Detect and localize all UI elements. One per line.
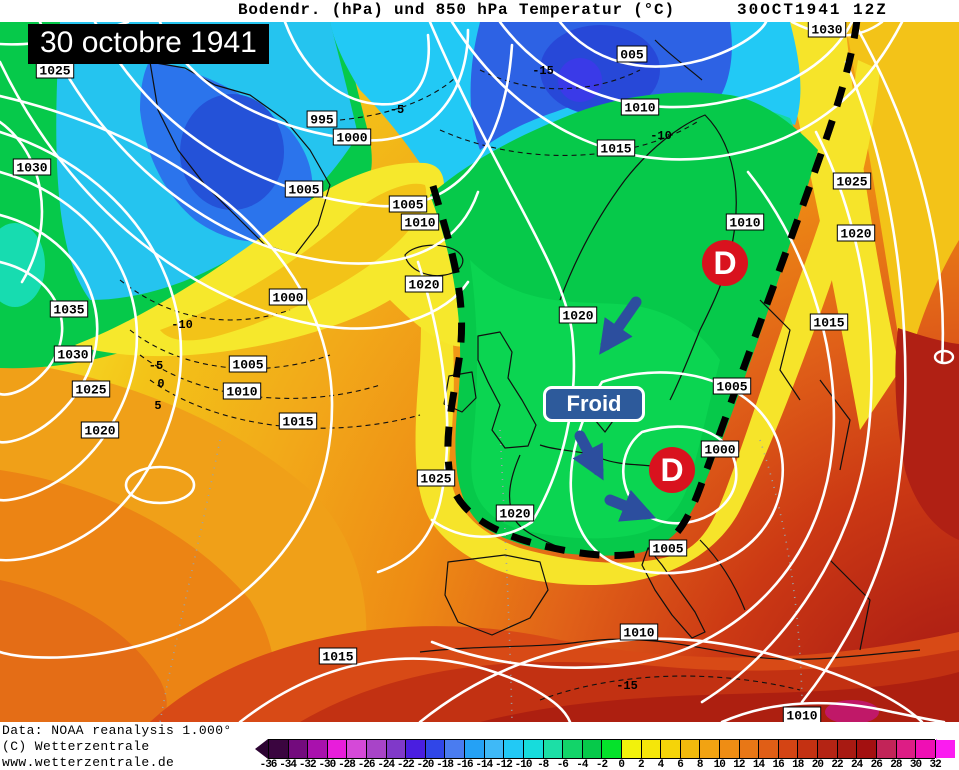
map-datetime: 30OCT1941 12Z <box>737 1 888 19</box>
svg-text:1015: 1015 <box>322 650 353 665</box>
colorbar-right-arrow-icon <box>936 739 950 759</box>
low-pressure-marker-1: D <box>702 240 748 286</box>
svg-text:1010: 1010 <box>624 101 655 116</box>
svg-text:1020: 1020 <box>84 424 115 439</box>
svg-text:1035: 1035 <box>53 303 84 318</box>
svg-text:1010: 1010 <box>226 385 257 400</box>
svg-text:1005: 1005 <box>392 198 423 213</box>
svg-text:-10: -10 <box>650 129 672 143</box>
svg-text:-15: -15 <box>616 679 638 693</box>
svg-text:-5: -5 <box>390 103 404 117</box>
svg-text:1020: 1020 <box>562 309 593 324</box>
svg-text:5: 5 <box>154 399 161 413</box>
svg-text:1005: 1005 <box>716 380 747 395</box>
svg-text:-5: -5 <box>149 359 163 373</box>
svg-text:1005: 1005 <box>652 542 683 557</box>
svg-text:1005: 1005 <box>288 183 319 198</box>
svg-text:1015: 1015 <box>813 316 844 331</box>
copyright-text: (C) Wetterzentrale <box>2 739 150 754</box>
svg-text:1030: 1030 <box>811 23 842 38</box>
data-source-text: Data: NOAA reanalysis 1.000° <box>2 723 232 738</box>
colorbar-left-arrow-icon <box>255 739 268 759</box>
svg-text:1000: 1000 <box>704 443 735 458</box>
svg-text:1025: 1025 <box>420 472 451 487</box>
temperature-colorbar: -36 -34 -32 -30 -28 -26 -24 -22 -20 -18 -16 -14 -12-… <box>255 739 959 770</box>
svg-text:005: 005 <box>620 48 644 63</box>
footer-bar: Data: NOAA reanalysis 1.000° (C) Wetterz… <box>0 722 959 770</box>
arrow-center <box>572 430 604 481</box>
svg-text:1020: 1020 <box>840 227 871 242</box>
temperature-contours <box>119 69 801 701</box>
pressure-labels: 1025103099510001000100510051010102000510… <box>12 20 876 724</box>
svg-text:1025: 1025 <box>836 175 867 190</box>
graticule <box>159 429 803 723</box>
svg-text:1010: 1010 <box>404 216 435 231</box>
cold-label: Froid <box>543 386 645 422</box>
svg-text:1025: 1025 <box>39 64 70 79</box>
svg-text:995: 995 <box>310 113 334 128</box>
temperature-labels: -15 -10 -5 -10 -5 0 5 -15 <box>149 64 672 693</box>
svg-text:1010: 1010 <box>729 216 760 231</box>
svg-text:1030: 1030 <box>57 348 88 363</box>
svg-text:1005: 1005 <box>232 358 263 373</box>
svg-text:1010: 1010 <box>786 709 817 724</box>
svg-text:-15: -15 <box>532 64 554 78</box>
arrow-north <box>599 296 642 355</box>
svg-text:1000: 1000 <box>272 291 303 306</box>
svg-text:1010: 1010 <box>623 626 654 641</box>
map-title: Bodendr. (hPa) und 850 hPa Temperatur (°… <box>238 1 675 19</box>
svg-text:1015: 1015 <box>600 142 631 157</box>
low-pressure-marker-2: D <box>649 447 695 493</box>
date-overlay: 30 octobre 1941 <box>28 24 269 64</box>
svg-text:1020: 1020 <box>499 507 530 522</box>
website-text: www.wetterzentrale.de <box>2 755 175 770</box>
svg-text:1030: 1030 <box>16 161 47 176</box>
colorbar-cells <box>268 739 956 759</box>
svg-text:1025: 1025 <box>75 383 106 398</box>
header-bar: Bodendr. (hPa) und 850 hPa Temperatur (°… <box>0 0 959 22</box>
svg-text:1020: 1020 <box>408 278 439 293</box>
svg-text:1000: 1000 <box>336 131 367 146</box>
svg-text:0: 0 <box>157 377 164 391</box>
arrow-southeast <box>604 489 657 522</box>
svg-text:1015: 1015 <box>282 415 313 430</box>
svg-text:-10: -10 <box>171 318 193 332</box>
colorbar-scale-labels: -36 -34 -32 -30 -28 -26 -24 -22 -20 -18 -16 -14 -12-… <box>259 759 942 770</box>
cold-air-arrows <box>572 296 657 522</box>
